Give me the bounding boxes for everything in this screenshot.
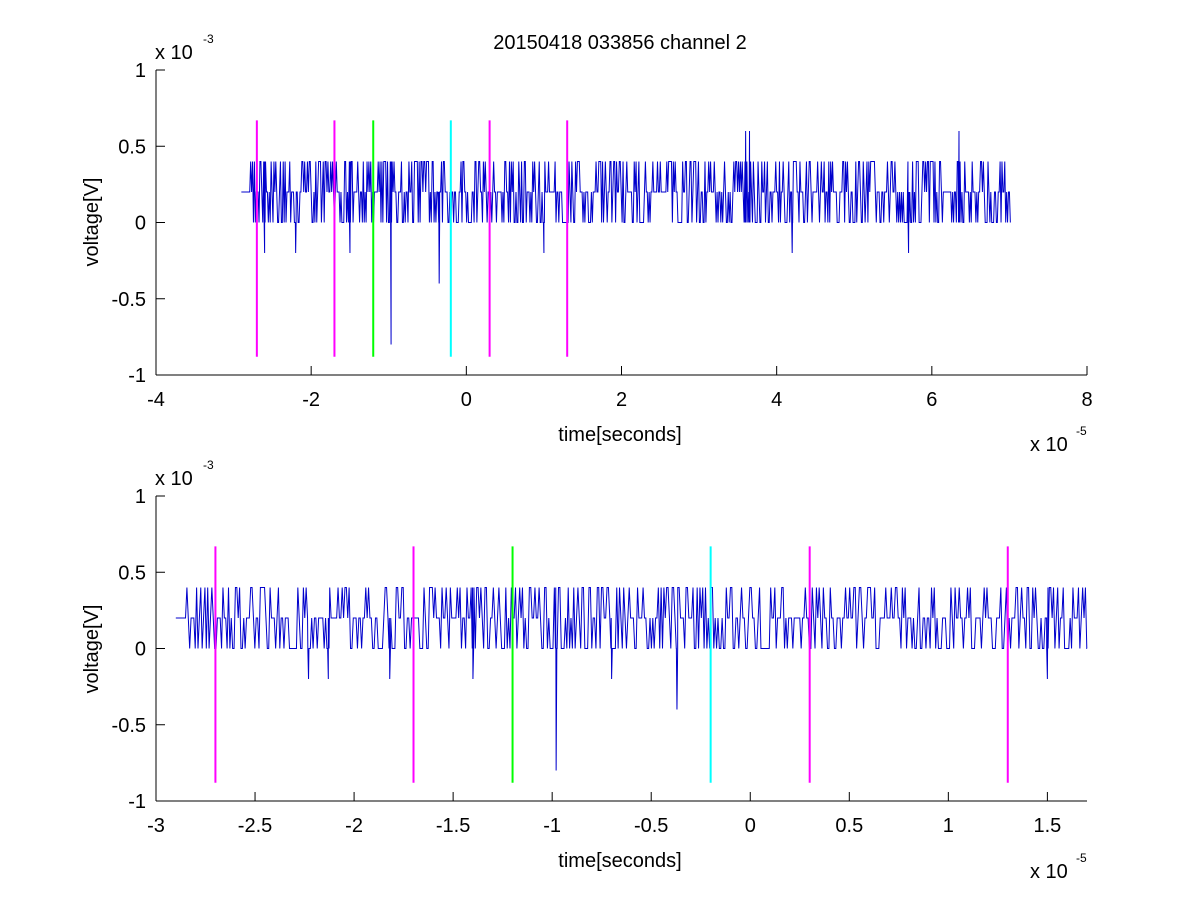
bottom-y-exponent-base: x 10 — [155, 468, 193, 490]
top-y-exponent-base: x 10 — [155, 42, 193, 64]
bottom-y-tick-label: -0.5 — [112, 715, 146, 737]
bottom-subplot: voltage[V] time[seconds] x 10 -3 x 10 -5… — [81, 458, 1088, 883]
bottom-x-tick-label: -2.5 — [238, 815, 272, 837]
top-x-exponent: -5 — [1076, 424, 1087, 438]
top-y-tick-label: -0.5 — [112, 289, 146, 311]
top-x-tick-label: 6 — [926, 389, 937, 411]
bottom-x-tick-label: 0.5 — [835, 815, 863, 837]
top-x-tick-label: -4 — [147, 389, 165, 411]
top-x-exponent-base: x 10 — [1030, 434, 1068, 456]
bottom-x-tick-label: -0.5 — [634, 815, 668, 837]
bottom-x-exponent: -5 — [1076, 851, 1087, 865]
top-x-tick-label: 8 — [1081, 389, 1092, 411]
bottom-y-exponent: -3 — [203, 458, 214, 472]
top-x-tick-label: -2 — [302, 389, 320, 411]
bottom-x-tick-label: -1.5 — [436, 815, 470, 837]
bottom-y-tick-label: -1 — [128, 791, 146, 813]
bottom-xlabel: time[seconds] — [558, 850, 681, 872]
figure-title: 20150418 033856 channel 2 — [493, 32, 747, 54]
bottom-signal-trace — [175, 587, 1088, 771]
bottom-x-tick-label: -1 — [543, 815, 561, 837]
bottom-x-exponent-base: x 10 — [1030, 861, 1068, 883]
top-y-tick-label: 0.5 — [118, 136, 146, 158]
bottom-y-tick-label: 0 — [135, 639, 146, 661]
top-signal-trace — [241, 130, 1011, 345]
bottom-x-tick-label: 0 — [745, 815, 756, 837]
top-ylabel: voltage[V] — [81, 178, 103, 267]
bottom-x-tick-label: -3 — [147, 815, 165, 837]
top-y-tick-label: -1 — [128, 365, 146, 387]
top-y-exponent: -3 — [203, 32, 214, 46]
bottom-x-tick-label: 1.5 — [1033, 815, 1061, 837]
top-y-tick-label: 1 — [135, 60, 146, 82]
bottom-ylabel: voltage[V] — [81, 605, 103, 694]
top-x-tick-label: 2 — [616, 389, 627, 411]
bottom-x-tick-label: -2 — [345, 815, 363, 837]
top-xlabel: time[seconds] — [558, 424, 681, 446]
top-y-tick-label: 0 — [135, 213, 146, 235]
top-subplot: voltage[V] time[seconds] x 10 -3 x 10 -5… — [81, 32, 1093, 456]
top-x-tick-label: 4 — [771, 389, 782, 411]
bottom-y-tick-label: 1 — [135, 486, 146, 508]
bottom-y-tick-label: 0.5 — [118, 562, 146, 584]
top-x-tick-label: 0 — [461, 389, 472, 411]
bottom-x-tick-label: 1 — [943, 815, 954, 837]
